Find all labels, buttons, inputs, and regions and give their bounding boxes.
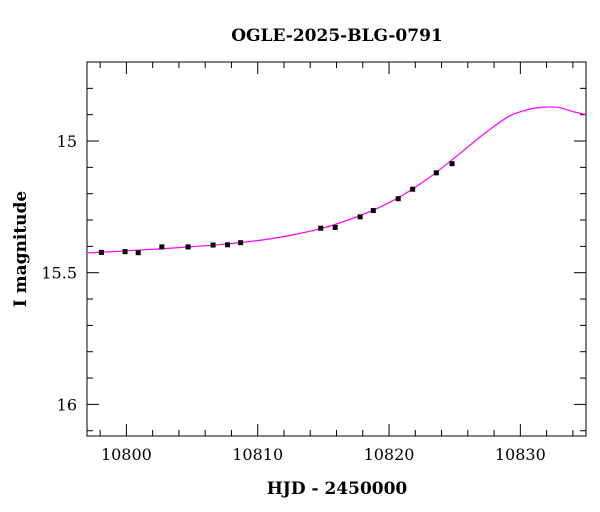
data-point [410,186,416,192]
data-point [238,240,244,246]
point-marker [225,242,231,248]
y-tick-label: 15.5 [41,264,77,283]
y-axis-label: I magnitude [11,191,31,308]
point-marker [210,242,216,248]
data-point [332,224,338,230]
data-point [98,249,104,255]
data-point [135,250,141,256]
data-point [318,225,324,231]
point-marker [410,186,416,192]
point-marker [238,240,244,246]
point-marker [332,224,338,230]
y-tick-label: 16 [57,395,77,414]
data-point [449,161,455,167]
x-tick-label: 10810 [232,445,283,464]
x-tick-label: 10820 [364,445,415,464]
data-point [395,196,401,202]
y-tick-label: 15 [57,132,77,151]
data-point [185,244,191,250]
point-marker [370,208,376,214]
point-marker [135,250,141,256]
point-marker [122,249,128,255]
point-marker [98,249,104,255]
point-marker [449,161,455,167]
point-marker [159,244,165,250]
point-marker [357,214,363,220]
x-axis-label: HJD - 2450000 [267,479,408,499]
point-marker [433,170,439,176]
data-point [159,244,165,250]
axis-ticks [87,61,586,436]
data-points [98,161,455,256]
data-point [210,242,216,248]
x-tick-label: 10830 [495,445,546,464]
point-marker [318,225,324,231]
data-point [122,249,128,255]
chart-title: OGLE-2025-BLG-0791 [231,26,443,46]
x-tick-label: 10800 [101,445,152,464]
data-point [433,170,439,176]
tick-labels: 10800 10810 10820 10830 15 15.5 16 [41,132,545,464]
data-point [357,214,363,220]
point-marker [185,244,191,250]
point-marker [395,196,401,202]
data-point [225,242,231,248]
model-curve-line [87,106,586,254]
data-point [370,208,376,214]
